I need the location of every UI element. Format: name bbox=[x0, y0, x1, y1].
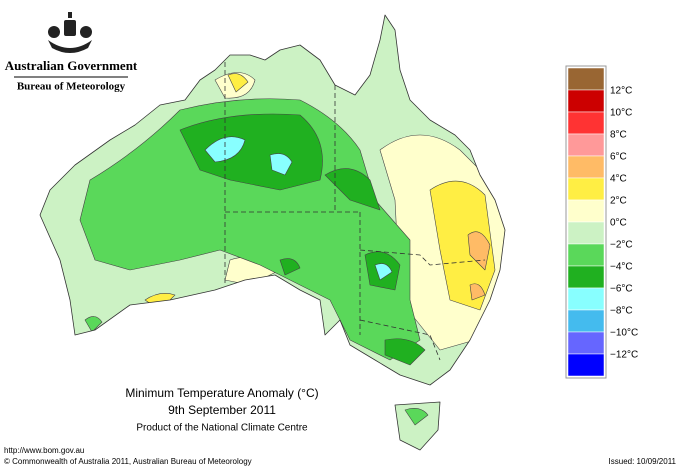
legend-swatch bbox=[567, 155, 605, 179]
legend-label: 0°C bbox=[610, 218, 627, 229]
legend: 12°C 10°C 8°C 6°C 4°C 2°C 0°C −2°C −4°C −6°C −8°C −… bbox=[565, 65, 638, 379]
legend-swatch bbox=[567, 177, 605, 201]
legend-label: −12°C bbox=[610, 350, 638, 361]
legend-swatch bbox=[567, 89, 605, 113]
legend-swatch bbox=[567, 265, 605, 289]
legend-label: 4°C bbox=[610, 174, 627, 185]
legend-label: −2°C bbox=[610, 240, 633, 251]
legend-label: 12°C bbox=[610, 86, 632, 97]
legend-swatch bbox=[567, 199, 605, 223]
legend-swatch bbox=[567, 353, 605, 377]
map-title: Minimum Temperature Anomaly (°C) bbox=[125, 386, 318, 400]
legend-label: 6°C bbox=[610, 152, 627, 163]
legend-swatch bbox=[567, 111, 605, 135]
legend-swatch bbox=[567, 309, 605, 333]
legend-swatch bbox=[567, 133, 605, 157]
legend-label: −6°C bbox=[610, 284, 633, 295]
legend-label: 10°C bbox=[610, 108, 632, 119]
legend-label: −4°C bbox=[610, 262, 633, 273]
map-date: 9th September 2011 bbox=[168, 403, 276, 417]
footer-url: http://www.bom.gov.au bbox=[4, 446, 84, 455]
legend-swatch bbox=[567, 331, 605, 355]
crest bbox=[48, 12, 92, 53]
legend-swatch bbox=[567, 67, 605, 91]
legend-swatch bbox=[567, 287, 605, 311]
legend-swatch bbox=[567, 221, 605, 245]
legend-swatch bbox=[567, 243, 605, 267]
map-credit: Product of the National Climate Centre bbox=[136, 423, 308, 434]
footer-issued: Issued: 10/09/2011 bbox=[609, 457, 677, 466]
legend-label: 8°C bbox=[610, 130, 627, 141]
legend-label: 2°C bbox=[610, 196, 627, 207]
legend-label: −8°C bbox=[610, 306, 633, 317]
bureau-name: Bureau of Meteorology bbox=[17, 81, 126, 93]
footer-copyright: © Commonwealth of Australia 2011, Austra… bbox=[4, 457, 252, 466]
government-name: Australian Government bbox=[5, 58, 138, 73]
legend-label: −10°C bbox=[610, 328, 638, 339]
